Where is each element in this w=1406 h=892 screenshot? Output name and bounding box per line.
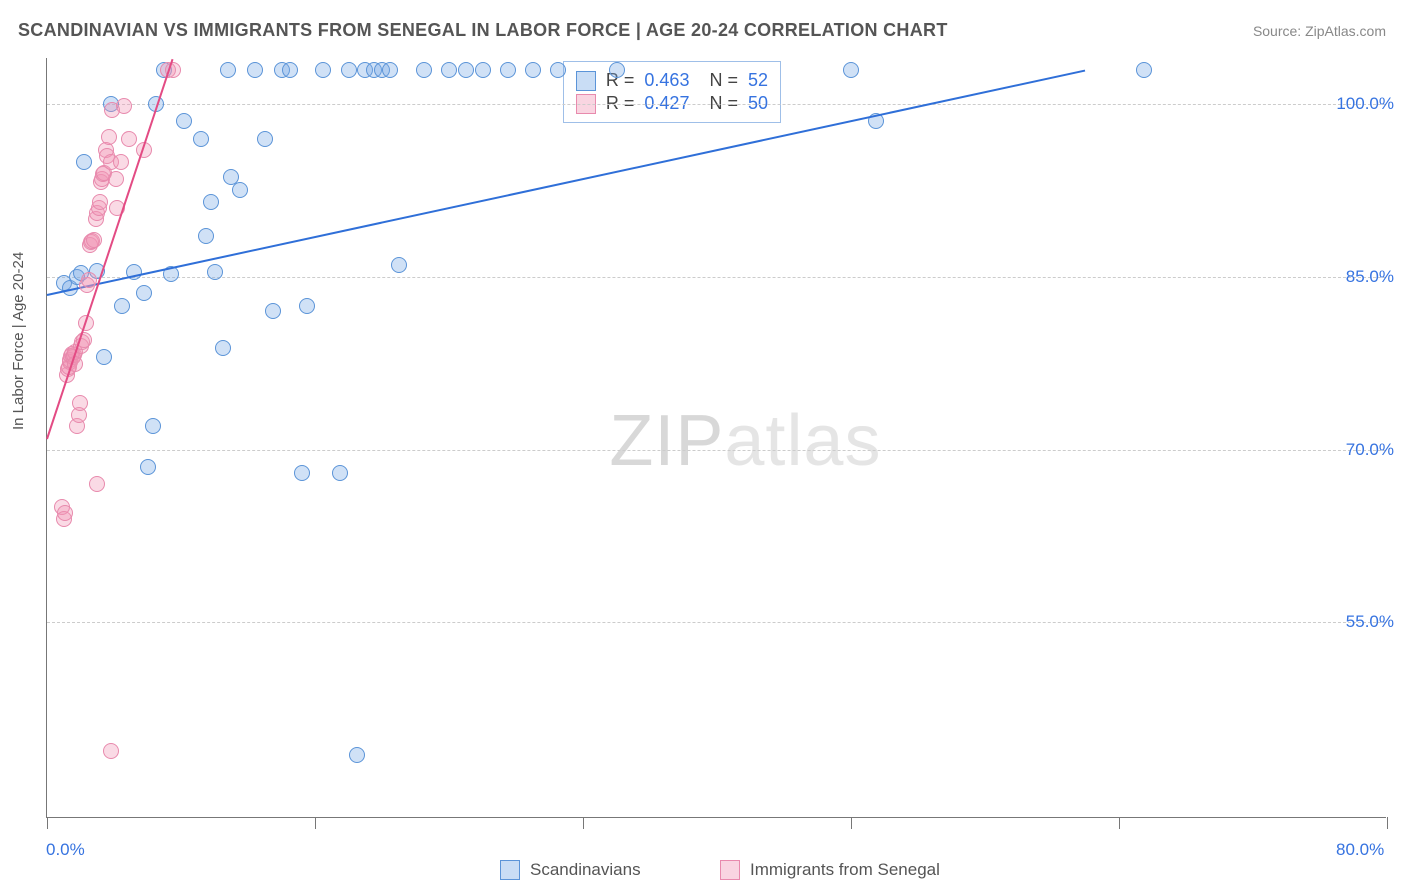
- data-point: [315, 62, 331, 78]
- data-point: [843, 62, 859, 78]
- data-point: [86, 232, 102, 248]
- gridline-h: [47, 622, 1386, 623]
- data-point: [550, 62, 566, 78]
- data-point: [76, 154, 92, 170]
- legend-label: Scandinavians: [530, 860, 641, 880]
- data-point: [391, 257, 407, 273]
- x-tick-label: 0.0%: [46, 840, 85, 860]
- data-point: [475, 62, 491, 78]
- data-point: [92, 194, 108, 210]
- x-tick-mark: [315, 817, 316, 829]
- stat-n-label: N =: [709, 70, 738, 91]
- y-tick-label: 85.0%: [1346, 267, 1394, 287]
- data-point: [525, 62, 541, 78]
- data-point: [382, 62, 398, 78]
- data-point: [57, 505, 73, 521]
- data-point: [136, 285, 152, 301]
- data-point: [113, 154, 129, 170]
- chart-title: SCANDINAVIAN VS IMMIGRANTS FROM SENEGAL …: [18, 20, 948, 41]
- data-point: [81, 272, 97, 288]
- swatch-scandinavians-icon: [576, 71, 596, 91]
- data-point: [103, 743, 119, 759]
- stat-r-value-0: 0.463: [644, 70, 689, 91]
- data-point: [349, 747, 365, 763]
- data-point: [193, 131, 209, 147]
- data-point: [458, 62, 474, 78]
- data-point: [341, 62, 357, 78]
- data-point: [247, 62, 263, 78]
- data-point: [207, 264, 223, 280]
- data-point: [232, 182, 248, 198]
- data-point: [1136, 62, 1152, 78]
- x-tick-mark: [851, 817, 852, 829]
- data-point: [282, 62, 298, 78]
- data-point: [121, 131, 137, 147]
- legend-label: Immigrants from Senegal: [750, 860, 940, 880]
- watermark: ZIPatlas: [609, 400, 881, 482]
- y-tick-label: 70.0%: [1346, 440, 1394, 460]
- data-point: [299, 298, 315, 314]
- data-point: [176, 113, 192, 129]
- y-axis-label: In Labor Force | Age 20-24: [10, 252, 27, 430]
- data-point: [609, 62, 625, 78]
- data-point: [332, 465, 348, 481]
- y-tick-label: 100.0%: [1336, 94, 1394, 114]
- y-tick-label: 55.0%: [1346, 612, 1394, 632]
- data-point: [72, 395, 88, 411]
- stats-row-series-0: R = 0.463 N = 52: [576, 70, 768, 91]
- x-tick-mark: [47, 817, 48, 829]
- gridline-h: [47, 277, 1386, 278]
- swatch-senegal-icon: [720, 860, 740, 880]
- data-point: [215, 340, 231, 356]
- data-point: [89, 476, 105, 492]
- data-point: [257, 131, 273, 147]
- data-point: [108, 171, 124, 187]
- scatter-plot: ZIPatlas R = 0.463 N = 52 R = 0.427 N = …: [46, 58, 1386, 818]
- data-point: [203, 194, 219, 210]
- x-tick-mark: [1119, 817, 1120, 829]
- x-tick-label: 80.0%: [1336, 840, 1384, 860]
- data-point: [441, 62, 457, 78]
- data-point: [500, 62, 516, 78]
- data-point: [294, 465, 310, 481]
- legend-item-senegal: Immigrants from Senegal: [720, 860, 940, 880]
- swatch-scandinavians-icon: [500, 860, 520, 880]
- legend-item-scandinavians: Scandinavians: [500, 860, 641, 880]
- data-point: [145, 418, 161, 434]
- data-point: [265, 303, 281, 319]
- data-point: [96, 349, 112, 365]
- data-point: [114, 298, 130, 314]
- data-point: [116, 98, 132, 114]
- stat-n-value-0: 52: [748, 70, 768, 91]
- x-tick-mark: [1387, 817, 1388, 829]
- data-point: [416, 62, 432, 78]
- x-tick-mark: [583, 817, 584, 829]
- data-point: [198, 228, 214, 244]
- source-label: Source: ZipAtlas.com: [1253, 23, 1386, 39]
- gridline-h: [47, 104, 1386, 105]
- data-point: [220, 62, 236, 78]
- data-point: [101, 129, 117, 145]
- gridline-h: [47, 450, 1386, 451]
- data-point: [140, 459, 156, 475]
- correlation-stats-box: R = 0.463 N = 52 R = 0.427 N = 50: [563, 61, 781, 123]
